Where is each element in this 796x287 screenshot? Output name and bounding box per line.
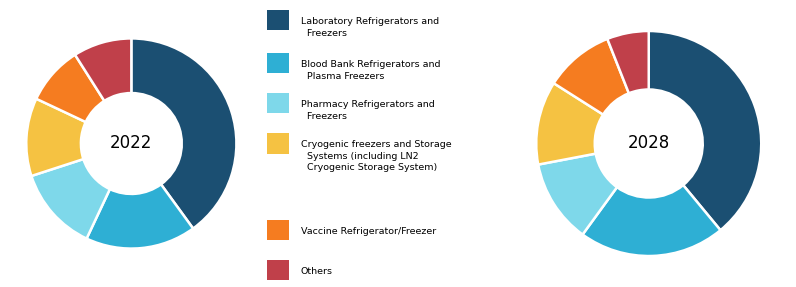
Text: 2028: 2028 xyxy=(627,135,670,152)
Text: Blood Bank Refrigerators and
  Plasma Freezers: Blood Bank Refrigerators and Plasma Free… xyxy=(301,60,440,81)
Wedge shape xyxy=(554,39,629,115)
Wedge shape xyxy=(607,31,649,93)
Wedge shape xyxy=(87,184,193,249)
Bar xyxy=(267,93,289,113)
Wedge shape xyxy=(649,31,761,230)
Wedge shape xyxy=(537,83,603,164)
Bar xyxy=(267,133,289,154)
Text: Cryogenic freezers and Storage
  Systems (including LN2
  Cryogenic Storage Syst: Cryogenic freezers and Storage Systems (… xyxy=(301,141,451,172)
Wedge shape xyxy=(26,99,86,176)
Wedge shape xyxy=(75,38,131,101)
Text: 2022: 2022 xyxy=(110,135,153,152)
Wedge shape xyxy=(583,185,720,256)
Wedge shape xyxy=(131,38,236,228)
Bar xyxy=(267,53,289,73)
Text: Pharmacy Refrigerators and
  Freezers: Pharmacy Refrigerators and Freezers xyxy=(301,100,435,121)
Wedge shape xyxy=(538,154,617,234)
Wedge shape xyxy=(31,159,110,238)
Text: Laboratory Refrigerators and
  Freezers: Laboratory Refrigerators and Freezers xyxy=(301,17,439,38)
Bar xyxy=(267,10,289,30)
Bar xyxy=(267,220,289,240)
Text: Vaccine Refrigerator/Freezer: Vaccine Refrigerator/Freezer xyxy=(301,227,436,236)
Text: Others: Others xyxy=(301,267,333,276)
Bar xyxy=(267,260,289,280)
Wedge shape xyxy=(37,55,104,122)
